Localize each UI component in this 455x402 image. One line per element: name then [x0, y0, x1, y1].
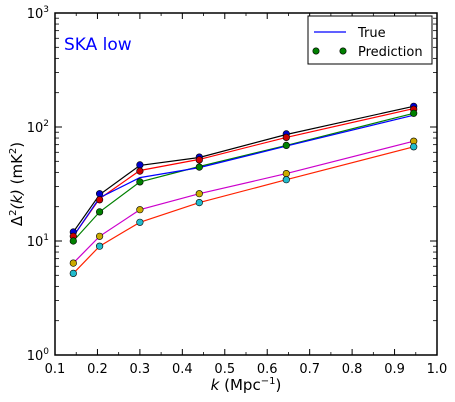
series-2-prediction-point — [282, 133, 290, 141]
series-2-prediction-point — [95, 196, 104, 204]
legend: True Prediction — [307, 15, 433, 65]
x-tick-label: 0.9 — [384, 362, 405, 377]
series-2-prediction-point — [195, 156, 203, 164]
axis-ticks: 0.1 0.2 0.3 0.4 0.5 0.6 0.7 0.8 0.9 1.0 100 101 102 1… — [27, 5, 448, 377]
plot-background — [55, 13, 437, 355]
series-6-prediction-point — [195, 199, 203, 207]
y-tick-label: 100 — [27, 347, 50, 364]
x-tick-label: 0.3 — [130, 362, 151, 377]
series-2-prediction-point — [136, 167, 144, 175]
series-6-prediction-point — [282, 176, 290, 184]
x-tick-label: 0.6 — [257, 362, 278, 377]
y-axis-label: Δ2(k) (mK2) — [8, 142, 26, 226]
legend-prediction-label: Prediction — [358, 45, 423, 60]
x-tick-label: 0.4 — [172, 362, 193, 377]
series-6-prediction-point — [69, 269, 77, 278]
x-tick-label: 0.2 — [87, 362, 108, 377]
series-3-prediction-point — [195, 163, 203, 171]
series-5-true-line — [72, 140, 414, 264]
series-4-true-line — [72, 114, 414, 237]
legend-true-label: True — [357, 26, 386, 41]
series-3-prediction-point — [282, 141, 290, 149]
series-5-prediction-point — [95, 232, 104, 240]
series-5-prediction-point — [136, 206, 144, 214]
legend-box — [307, 15, 433, 65]
series-3-prediction-point — [69, 237, 77, 245]
series-3-true-line — [72, 112, 414, 242]
series-1-true-line — [72, 105, 414, 233]
plot-frame — [54, 12, 438, 356]
chart-annotation: SKA low — [64, 35, 132, 55]
series-5-prediction-point — [282, 170, 290, 178]
series-6-prediction-point — [410, 143, 418, 151]
x-tick-label: 0.8 — [342, 362, 363, 377]
x-axis-label: k (Mpc−1) — [211, 376, 282, 394]
legend-prediction-marker-1 — [312, 47, 320, 55]
series-1-prediction-point — [136, 161, 144, 169]
series-3-prediction-point — [136, 178, 144, 186]
legend-prediction-marker-2 — [339, 47, 347, 55]
series-3-prediction-point — [410, 109, 418, 117]
x-tick-label: 0.5 — [214, 362, 235, 377]
y-tick-label: 103 — [27, 5, 49, 22]
series-6-prediction-point — [136, 218, 144, 226]
series-lines — [72, 105, 414, 274]
y-tick-label: 101 — [27, 233, 49, 250]
y-tick-label: 102 — [27, 119, 49, 136]
x-tick-label: 0.1 — [45, 362, 66, 377]
series-6-prediction-point — [95, 242, 104, 250]
x-tick-label: 0.7 — [299, 362, 320, 377]
series-1-prediction-point — [95, 190, 104, 198]
series-5-prediction-point — [69, 259, 77, 267]
x-tick-label: 1.0 — [427, 362, 448, 377]
series-markers — [69, 102, 418, 278]
series-6-true-line — [72, 146, 414, 274]
series-5-prediction-point — [195, 190, 203, 198]
series-3-prediction-point — [95, 208, 104, 216]
